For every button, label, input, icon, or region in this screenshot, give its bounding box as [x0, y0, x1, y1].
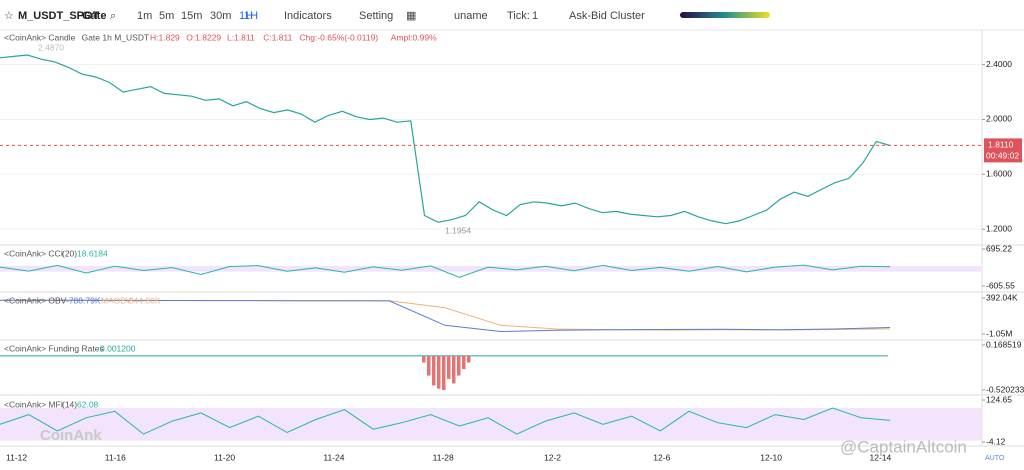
watermark: CoinAnk [40, 427, 102, 444]
layout-icon[interactable]: ▦ [406, 10, 416, 22]
y-tick-label: -1.05M [986, 328, 1012, 338]
obv-line [0, 299, 891, 333]
indicators-button[interactable]: Indicators [284, 10, 332, 22]
user[interactable]: uname [454, 10, 488, 22]
funding-bar [467, 355, 471, 363]
y-tick-label: 695.22 [986, 243, 1012, 253]
x-tick-label: 12-10 [760, 452, 782, 462]
interval-button[interactable]: 1m [137, 10, 152, 22]
y-tick-label: -0.520233 [986, 384, 1024, 394]
x-tick-label: 12-14 [870, 452, 892, 462]
toolbar [0, 0, 1024, 30]
legend-item: L:1.811 [227, 32, 255, 42]
current-price-label: 1.8110 [988, 140, 1014, 150]
active-interval-button[interactable]: 1H [244, 10, 258, 22]
funding-bar [457, 355, 461, 376]
interval-button[interactable]: 1H [239, 10, 253, 22]
auto-button[interactable]: AUTO [985, 455, 1005, 462]
credit: @CaptainAltcoin [840, 437, 967, 456]
interval-button[interactable]: 30m [210, 10, 231, 22]
legend-item: <CoinAnk> CCI [4, 248, 63, 258]
interval-button[interactable]: 5m [159, 10, 174, 22]
funding-bar [427, 355, 431, 376]
legend-item: (20) [62, 248, 77, 258]
legend-item: Chg:-0.65%(-0.0119) [299, 32, 378, 42]
x-tick-label: 11-24 [323, 452, 344, 462]
y-tick-label: -4.12 [986, 436, 1006, 446]
x-tick-label: 11-12 [6, 452, 27, 462]
y-tick-label: 1.2000 [986, 223, 1012, 233]
legend-item: <CoinAnk> MFI [4, 399, 63, 409]
x-tick-label: 11-28 [433, 452, 454, 462]
legend-item: Gate 1h M_USDT [82, 32, 150, 42]
setting-button[interactable]: Setting [359, 10, 393, 22]
legend-item: MAOBV [101, 295, 132, 305]
mfi-band [0, 408, 982, 441]
star-icon[interactable]: ☆ [4, 10, 14, 22]
low-label: 1.1954 [445, 225, 471, 235]
tick-label: Tick: [507, 10, 530, 22]
y-tick-label: -605.55 [986, 280, 1015, 290]
mfi-line [0, 407, 891, 435]
cci-band [0, 265, 982, 272]
x-tick-label: 11-20 [214, 452, 235, 462]
tick-value[interactable]: 1 [532, 10, 538, 22]
y-tick-label: 1.6000 [986, 169, 1012, 179]
legend-item: <CoinAnk> Candle [4, 32, 76, 42]
legend-item: <CoinAnk> OBV [4, 295, 67, 305]
interval-button[interactable]: 15m [181, 10, 202, 22]
exchange[interactable]: Gate [82, 10, 106, 22]
legend-value: 0.001200 [100, 343, 136, 353]
funding-bar [442, 355, 446, 390]
high-label: 2.4870 [38, 42, 64, 52]
legend-item: <CoinAnk> Funding Rates [4, 343, 104, 353]
legend-value: -844.80K [126, 295, 161, 305]
y-tick-label: 2.0000 [986, 114, 1012, 124]
x-tick-label: 12-6 [653, 452, 670, 462]
price-tag [984, 138, 1022, 163]
y-tick-label: 0.168519 [986, 339, 1022, 349]
legend-item: O:1.8229 [186, 32, 221, 42]
funding-bar [422, 355, 426, 363]
legend-item: Ampl:0.99% [391, 32, 437, 42]
funding-bar [452, 355, 456, 384]
y-tick-label: 2.4000 [986, 59, 1012, 69]
x-tick-label: 12-2 [544, 452, 561, 462]
legend-value: -788.79K [66, 295, 101, 305]
funding-bar [432, 355, 436, 386]
legend-item: H:1.829 [150, 32, 180, 42]
y-tick-label: 124.65 [986, 394, 1012, 404]
search-icon[interactable]: ⌕ [110, 10, 116, 22]
funding-bar [437, 355, 441, 389]
symbol[interactable]: M_USDT_SPOT [18, 10, 100, 22]
x-tick-label: 11-16 [105, 452, 126, 462]
legend-value: 18.6184 [77, 248, 108, 258]
y-tick-label: 392.04K [986, 292, 1018, 302]
color-scale[interactable] [680, 12, 770, 18]
funding-bar [447, 355, 451, 379]
price-line [0, 54, 891, 225]
countdown: 00:49:02 [986, 151, 1019, 161]
funding-bar [462, 355, 466, 370]
cluster-button[interactable]: Ask-Bid Cluster [569, 10, 645, 22]
legend-item: C:1.811 [263, 32, 292, 42]
legend-item: (14) [62, 399, 77, 409]
cci-line [0, 264, 891, 278]
legend-value: 62.08 [77, 399, 99, 409]
